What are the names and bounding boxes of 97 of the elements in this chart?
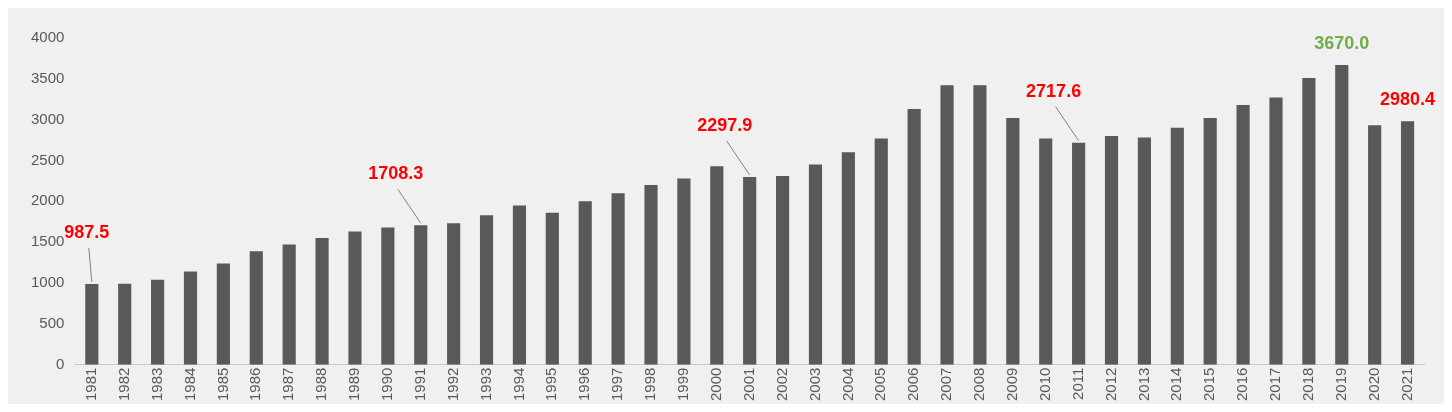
bar <box>1072 142 1086 365</box>
bar <box>677 178 691 365</box>
x-tick-label: 2018 <box>1299 367 1317 402</box>
x-tick-label: 1981 <box>81 367 99 402</box>
x-tick-label: 1990 <box>378 367 395 402</box>
bar <box>118 283 132 365</box>
x-tick-label: 2000 <box>706 367 724 402</box>
bar <box>1137 137 1151 365</box>
bar <box>512 205 527 365</box>
bar <box>841 152 855 365</box>
y-tick-label: 2500 <box>30 150 65 168</box>
x-tick-label: 1986 <box>246 367 264 402</box>
bar <box>282 244 296 365</box>
bar <box>808 164 823 365</box>
bar <box>216 263 230 365</box>
bar <box>545 212 559 365</box>
y-tick-label: 3500 <box>30 68 65 86</box>
x-tick-label: 2001 <box>739 367 757 402</box>
bar <box>611 193 625 365</box>
x-tick-label: 1991 <box>410 367 428 402</box>
x-tick-label: 1996 <box>575 367 593 402</box>
data-label: 3670.0 <box>1314 32 1370 53</box>
x-tick-label: 2005 <box>871 367 889 402</box>
x-tick-label: 1992 <box>443 367 461 402</box>
x-tick-label: 2007 <box>937 367 955 402</box>
y-tick-label: 0 <box>56 354 65 372</box>
x-tick-label: 1993 <box>476 367 494 402</box>
x-tick-label: 1982 <box>114 367 132 402</box>
x-tick-label: 2011 <box>1068 367 1086 400</box>
bar <box>973 85 987 365</box>
x-tick-label: 2012 <box>1101 367 1119 402</box>
x-tick-label: 2017 <box>1266 367 1284 402</box>
x-tick-label: 2020 <box>1364 367 1382 402</box>
bar <box>447 223 461 365</box>
x-tick-label: 1995 <box>542 367 560 402</box>
x-tick-label: 2003 <box>805 367 823 402</box>
x-tick-label: 2009 <box>1002 367 1020 402</box>
bar <box>348 231 362 365</box>
bar <box>776 176 790 365</box>
x-tick-label: 2019 <box>1331 367 1349 402</box>
y-tick-label: 1000 <box>30 273 65 291</box>
y-tick-label: 500 <box>39 313 65 331</box>
x-tick-label: 1994 <box>509 367 527 402</box>
bar <box>644 184 658 365</box>
bar <box>479 215 494 365</box>
data-label: 1708.3 <box>368 163 424 184</box>
x-tick-label: 2002 <box>772 367 790 402</box>
bar <box>1269 97 1283 365</box>
data-label: 2297.9 <box>697 114 753 135</box>
bar <box>874 138 888 365</box>
x-tick-label: 1984 <box>180 367 198 402</box>
x-tick-label: 1997 <box>608 367 626 402</box>
y-tick-label: 4000 <box>30 28 65 46</box>
x-tick-label: 1983 <box>147 367 165 402</box>
y-tick-label: 3000 <box>30 109 65 127</box>
x-tick-label: 1989 <box>345 367 363 402</box>
bar <box>1170 127 1184 365</box>
bar <box>710 166 724 365</box>
bar <box>1203 118 1217 365</box>
x-tick-label: 2004 <box>838 367 856 402</box>
bar <box>1006 118 1020 365</box>
bar <box>1302 78 1316 365</box>
x-tick-label: 1999 <box>674 367 692 402</box>
bar <box>1335 64 1349 365</box>
bar <box>743 176 757 365</box>
bar <box>249 251 263 365</box>
bar <box>578 201 592 365</box>
bar <box>1039 138 1053 365</box>
x-tick-label: 2008 <box>970 367 988 402</box>
bar <box>85 283 99 365</box>
bar <box>381 227 395 365</box>
x-tick-label: 2015 <box>1200 367 1218 402</box>
x-tick-label: 1987 <box>279 367 297 402</box>
bar <box>1104 135 1119 365</box>
bar <box>940 85 954 365</box>
bar <box>315 238 329 365</box>
x-tick-label: 2013 <box>1134 367 1152 402</box>
bar <box>1368 125 1382 365</box>
bar <box>414 225 428 365</box>
x-tick-label: 1988 <box>312 367 330 402</box>
y-tick-label: 2000 <box>30 191 65 209</box>
data-label: 2717.6 <box>1026 80 1082 101</box>
data-label: 2980.4 <box>1380 89 1436 110</box>
bar <box>907 109 921 365</box>
y-tick-label: 1500 <box>30 232 65 250</box>
bar <box>151 279 165 365</box>
x-tick-label: 2010 <box>1035 367 1053 402</box>
x-tick-label: 2006 <box>904 367 922 402</box>
x-tick-label: 1998 <box>641 367 659 402</box>
bar <box>1236 104 1250 365</box>
x-tick-label: 2021 <box>1397 367 1415 402</box>
x-tick-label: 2016 <box>1233 367 1251 402</box>
x-tick-label: 2014 <box>1167 367 1185 402</box>
bar <box>183 271 198 365</box>
bar <box>1400 121 1415 365</box>
x-tick-label: 1985 <box>213 367 231 402</box>
data-label: 987.5 <box>64 221 110 242</box>
